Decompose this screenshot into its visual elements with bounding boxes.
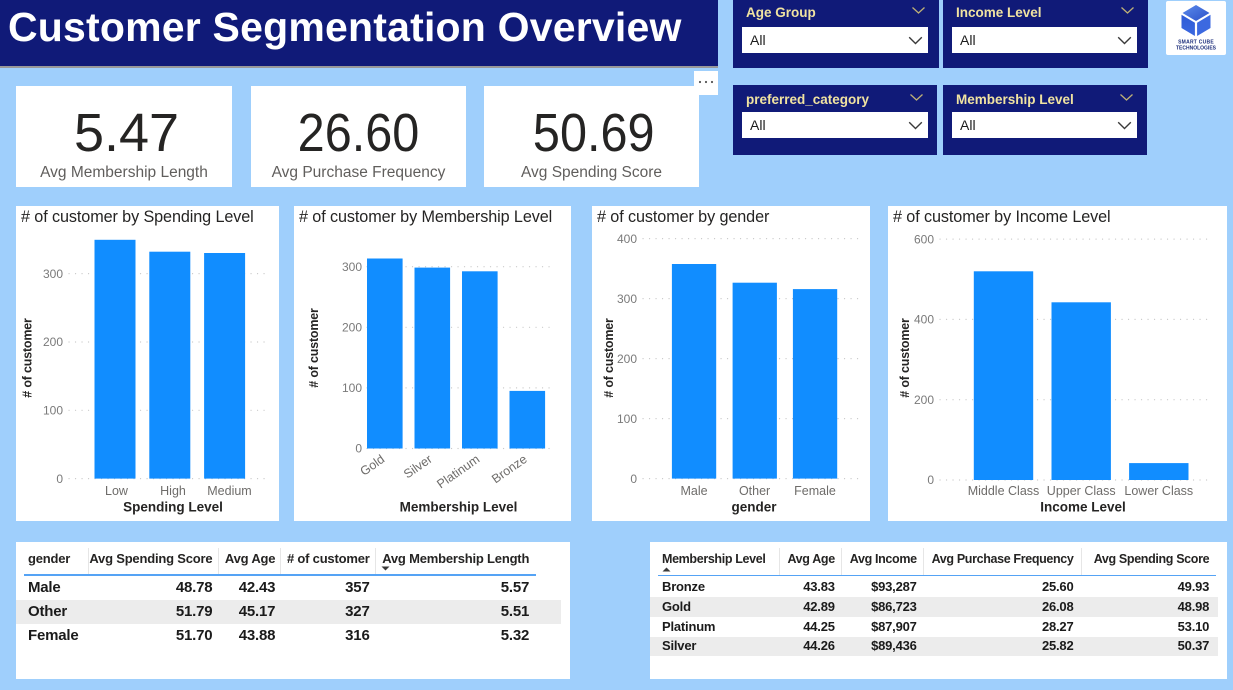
svg-text:Upper Class: Upper Class: [1047, 484, 1116, 498]
svg-text:TECHNOLOGIES: TECHNOLOGIES: [1176, 46, 1217, 52]
svg-text:# of customer by gender: # of customer by gender: [597, 208, 770, 226]
svg-text:# of customer: # of customer: [21, 318, 35, 398]
svg-text:Male: Male: [680, 484, 707, 498]
svg-text:0: 0: [630, 472, 637, 486]
svg-text:Low: Low: [105, 484, 129, 498]
svg-text:Middle Class: Middle Class: [968, 484, 1040, 498]
svg-text:Platinum: Platinum: [434, 452, 482, 491]
svg-text:100: 100: [342, 381, 362, 395]
svg-text:300: 300: [43, 267, 63, 281]
svg-text:Lower Class: Lower Class: [1124, 484, 1193, 498]
svg-text:300: 300: [617, 292, 637, 306]
svg-text:300: 300: [342, 260, 362, 274]
svg-text:100: 100: [617, 412, 637, 426]
svg-text:0: 0: [56, 472, 63, 486]
svg-text:200: 200: [914, 393, 934, 407]
svg-text:# of customer by Membership Le: # of customer by Membership Level: [299, 208, 552, 226]
svg-text:# of customer: # of customer: [602, 318, 616, 398]
svg-text:High: High: [160, 484, 186, 498]
svg-text:Spending Level: Spending Level: [123, 500, 223, 515]
svg-text:200: 200: [43, 335, 63, 349]
svg-text:SMART CUBE: SMART CUBE: [1178, 39, 1214, 45]
svg-text:Membership Level: Membership Level: [400, 500, 518, 515]
svg-text:# of customer: # of customer: [898, 318, 912, 398]
svg-text:400: 400: [914, 313, 934, 327]
svg-text:Bronze: Bronze: [489, 452, 530, 486]
svg-text:100: 100: [43, 404, 63, 418]
svg-text:Other: Other: [739, 484, 770, 498]
svg-text:# of customer by Spending Leve: # of customer by Spending Level: [21, 208, 254, 226]
svg-text:# of customer by Income Level: # of customer by Income Level: [893, 208, 1111, 226]
svg-text:600: 600: [914, 232, 934, 246]
svg-text:0: 0: [355, 442, 362, 456]
svg-text:Silver: Silver: [401, 452, 435, 481]
svg-text:Gold: Gold: [358, 452, 388, 479]
svg-text:Female: Female: [794, 484, 836, 498]
svg-text:# of customer: # of customer: [307, 308, 321, 388]
svg-text:Income Level: Income Level: [1040, 500, 1126, 515]
svg-text:200: 200: [342, 321, 362, 335]
svg-text:400: 400: [617, 232, 637, 246]
svg-text:200: 200: [617, 352, 637, 366]
svg-text:0: 0: [927, 473, 934, 487]
svg-text:gender: gender: [731, 500, 777, 515]
svg-text:Medium: Medium: [207, 484, 251, 498]
